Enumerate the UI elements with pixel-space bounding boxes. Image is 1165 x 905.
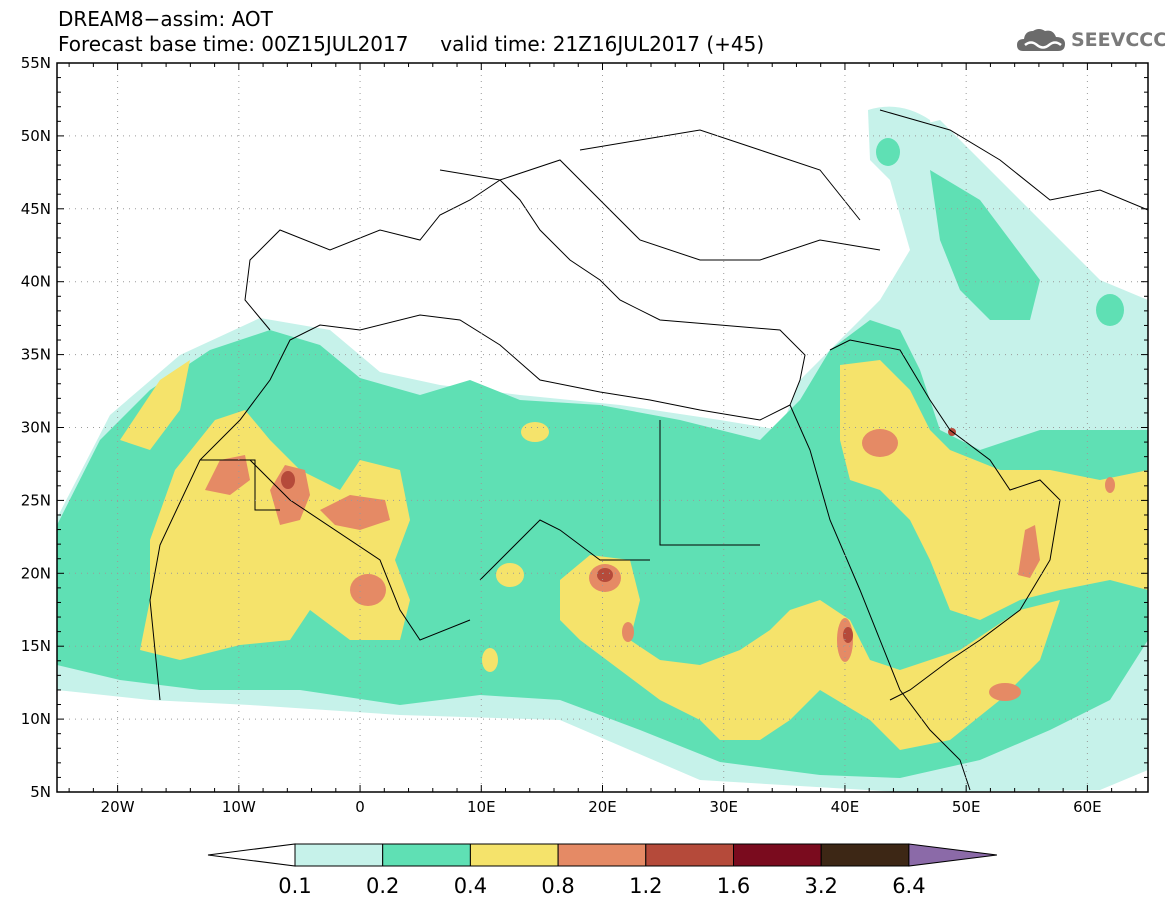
- latitude-labels: 55N 50N 45N 40N 35N 30N 25N 20N 15N 10N 5N: [21, 54, 51, 801]
- colorbar-box: [645, 843, 734, 867]
- colorbar-label: 1.6: [717, 874, 750, 898]
- lat-tick-label: 50N: [21, 127, 51, 145]
- colorbar-label: 0.8: [541, 874, 574, 898]
- lon-tick-label: 30E: [709, 798, 738, 816]
- lon-tick-label: 60E: [1073, 798, 1102, 816]
- chart-title: DREAM8−assim: AOT: [58, 7, 273, 31]
- colorbar-box: [294, 843, 384, 867]
- lat-tick-label: 5N: [30, 783, 51, 801]
- lon-tick-label: 10W: [222, 798, 256, 816]
- colorbar-box: [469, 843, 559, 867]
- colorbar-upper-triangle: [908, 843, 997, 867]
- map-layers: [57, 63, 1148, 792]
- lon-tick-label: 20W: [101, 798, 135, 816]
- lat-tick-label: 15N: [21, 637, 51, 655]
- longitude-labels: 20W 10W 0 10E 20E 30E 40E 50E 60E: [101, 798, 1102, 816]
- colorbar-label: 0.4: [454, 874, 487, 898]
- seevccc-logo: SEEVCCC: [1015, 22, 1165, 58]
- colorbar-box: [557, 843, 647, 867]
- lon-tick-label: 50E: [952, 798, 981, 816]
- colorbar-lower-triangle: [207, 843, 296, 867]
- colorbar-label: 0.1: [278, 874, 311, 898]
- lat-tick-label: 40N: [21, 273, 51, 291]
- lat-tick-label: 20N: [21, 564, 51, 582]
- logo-text: SEEVCCC: [1071, 29, 1165, 51]
- lat-tick-label: 55N: [21, 54, 51, 72]
- lat-tick-label: 10N: [21, 710, 51, 728]
- axis-ticks: [57, 63, 1148, 792]
- colorbar-label: 6.4: [892, 874, 925, 898]
- aot-level-0.4: [120, 360, 1148, 750]
- lon-tick-label: 20E: [588, 798, 617, 816]
- lat-tick-label: 30N: [21, 419, 51, 437]
- colorbar-label: 3.2: [804, 874, 837, 898]
- colorbar-labels: 0.1 0.2 0.4 0.8 1.2 1.6 3.2 6.4: [278, 874, 925, 898]
- aot-level-1.2: [281, 428, 956, 643]
- colorbar-label: 1.2: [629, 874, 662, 898]
- lat-tick-label: 35N: [21, 346, 51, 364]
- colorbar-box: [820, 843, 910, 867]
- colorbar-label: 0.2: [366, 874, 399, 898]
- lat-tick-label: 25N: [21, 491, 51, 509]
- colorbar-box: [382, 843, 471, 867]
- lon-tick-label: 0: [355, 798, 365, 816]
- cloud-logo-icon: [1017, 29, 1065, 51]
- colorbar-boxes: [207, 843, 997, 867]
- lat-tick-label: 45N: [21, 200, 51, 218]
- colorbar-box: [733, 843, 822, 867]
- chart-subtitle: Forecast base time: 00Z15JUL2017 valid t…: [58, 32, 765, 56]
- lon-tick-label: 40E: [831, 798, 860, 816]
- lon-tick-label: 10E: [467, 798, 496, 816]
- coastlines: [149, 109, 1148, 791]
